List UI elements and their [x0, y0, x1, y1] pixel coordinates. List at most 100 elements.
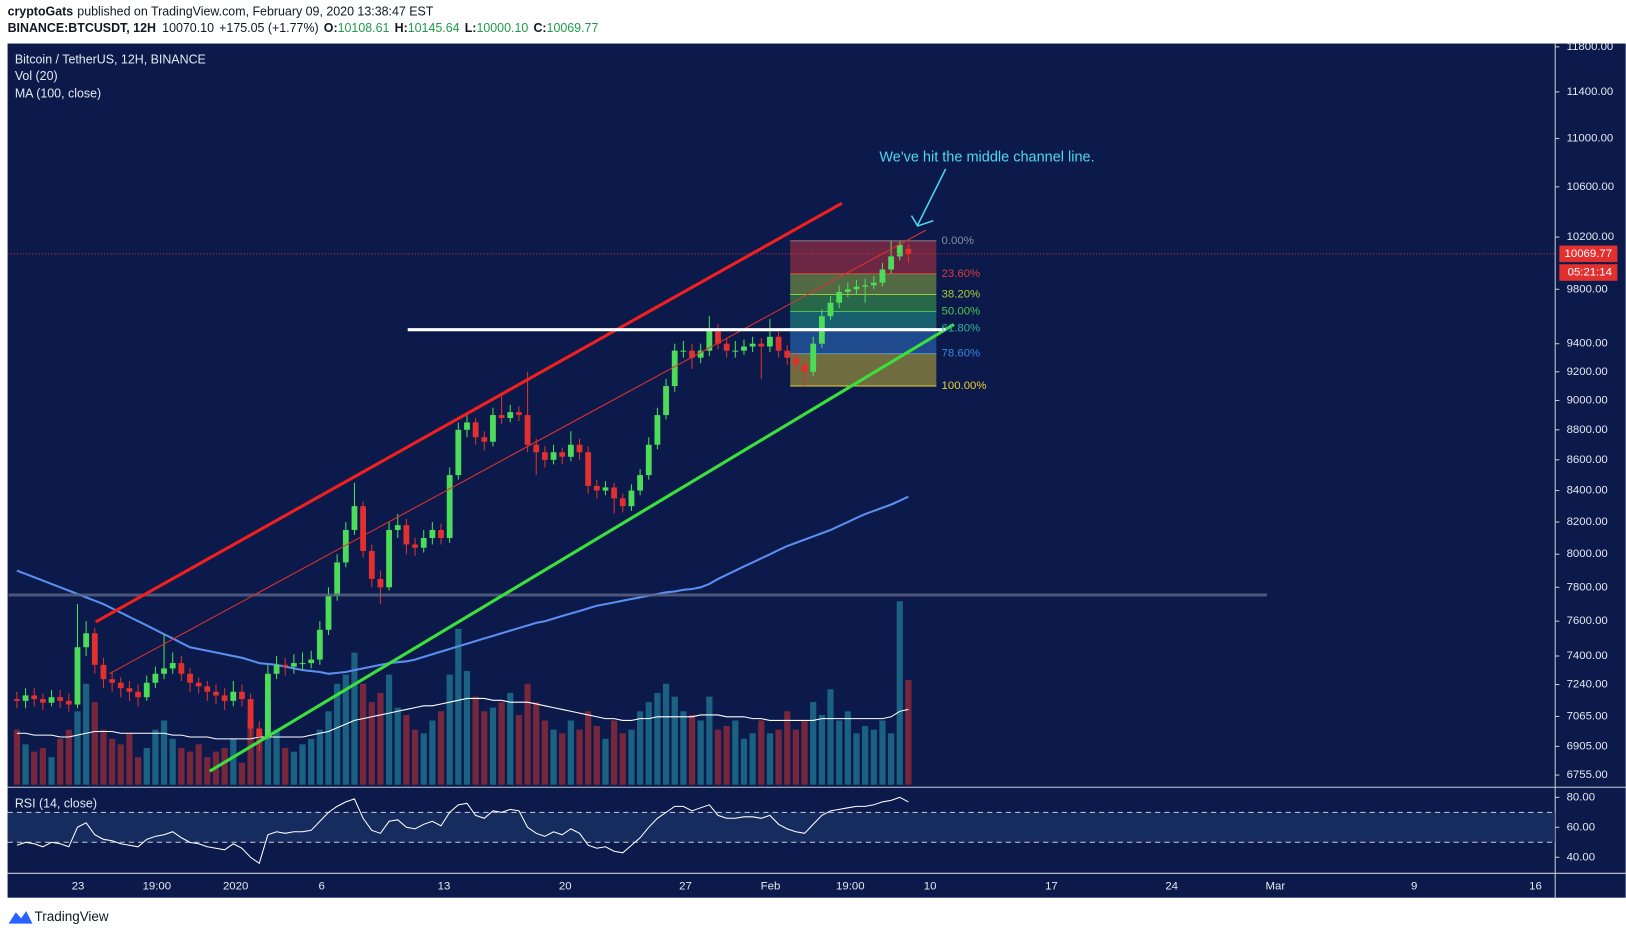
candle-body [213, 691, 219, 696]
candle-body [853, 286, 860, 290]
volume-bar [827, 689, 834, 785]
y-tick-label: 9400.00 [1567, 338, 1608, 350]
volume-bar [238, 762, 246, 785]
volume-bar [896, 601, 903, 785]
fib-zone [790, 240, 937, 274]
candle-body [239, 691, 245, 700]
candle-body [671, 350, 678, 387]
candle-body [135, 691, 141, 698]
candle-body [905, 248, 912, 254]
volume-bar [342, 674, 349, 785]
candle-body [161, 668, 167, 674]
volume-bar [169, 738, 176, 785]
y-tick-label: 6905.00 [1567, 740, 1608, 752]
candle-body [507, 412, 514, 418]
volume-bar [160, 720, 168, 785]
candle-body [412, 544, 418, 548]
countdown-tag [1559, 264, 1618, 281]
volume-bar [645, 702, 652, 785]
x-tick-label: 20 [559, 880, 572, 892]
volume-bar [394, 707, 401, 785]
fib-label: 61.80% [942, 323, 981, 335]
volume-bar [420, 733, 427, 785]
candle-body [100, 664, 107, 680]
volume-bar [264, 702, 272, 785]
volume-bar [256, 733, 263, 785]
volume-bar [619, 733, 626, 785]
footer-logo [8, 911, 33, 924]
candle-body [879, 269, 886, 283]
y-tick-label: 11800.00 [1567, 41, 1614, 53]
rsi-tick-label: 60.00 [1567, 821, 1596, 833]
candle-body [48, 697, 55, 703]
candle-body [481, 437, 488, 442]
ohlc-value: 10145.64 [408, 21, 460, 35]
candle-body [265, 673, 271, 737]
candle-body [472, 422, 479, 438]
fib-zone [790, 294, 937, 312]
volume-bar [533, 702, 540, 785]
candle-body [74, 647, 81, 705]
x-tick-label: 17 [1045, 880, 1058, 892]
candle-body [230, 691, 237, 701]
candle-body [723, 343, 730, 351]
x-tick-label: 19:00 [143, 880, 172, 892]
candle-body [195, 682, 202, 687]
ohlc-value: 10000.10 [476, 21, 528, 35]
volume-bar [723, 725, 730, 785]
candle-body [533, 444, 540, 453]
fib-label: 78.60% [942, 348, 981, 360]
volume-bar [628, 729, 635, 785]
candle-body [308, 659, 315, 664]
fib-zone [790, 311, 937, 329]
candle-body [438, 529, 444, 539]
candle-body [126, 688, 133, 692]
ohlc-key: L: [465, 21, 477, 35]
volume-bar [13, 729, 21, 785]
candle-body [325, 595, 332, 630]
volume-bar [706, 696, 713, 785]
volume-bar [853, 733, 860, 785]
indicator-label: RSI (14, close) [15, 797, 97, 811]
candle-body [152, 673, 159, 683]
volume-bar [593, 725, 600, 785]
fib-zone [790, 273, 937, 295]
volume-bar [905, 680, 912, 785]
volume-bar [455, 628, 462, 785]
candle-body [732, 350, 739, 352]
volume-bar [91, 702, 98, 785]
candle-body [498, 415, 505, 418]
fib-label: 100.00% [942, 380, 987, 392]
volume-bar [714, 729, 722, 785]
logo-icon [8, 911, 33, 924]
candle-body [637, 475, 643, 491]
candle-body [169, 663, 176, 669]
candle-body [429, 529, 436, 539]
candle-body [178, 663, 185, 674]
volume-bar [498, 702, 505, 785]
y-tick-label: 7240.00 [1567, 679, 1608, 691]
rsi-tick-label: 40.00 [1567, 851, 1596, 863]
candle-body [31, 695, 38, 700]
volume-bar [515, 714, 523, 785]
x-tick-label: Feb [761, 880, 781, 892]
volume-bar [325, 711, 332, 785]
volume-bar [299, 744, 306, 785]
fib-label: 0.00% [942, 235, 974, 247]
volume-bar [316, 729, 323, 785]
candle-body [290, 663, 297, 667]
candle-body [602, 487, 609, 491]
candle-body [567, 444, 574, 457]
volume-bar [308, 738, 315, 785]
volume-bar [334, 683, 341, 785]
volume-bar [887, 733, 895, 785]
x-tick-label: Mar [1266, 880, 1286, 892]
y-tick-label: 10600.00 [1567, 181, 1615, 193]
price-tag-label: 10069.77 [1565, 248, 1613, 260]
candle-body [810, 343, 817, 372]
volume-bar [559, 733, 566, 785]
volume-bar [472, 696, 479, 785]
volume-bar [48, 757, 55, 785]
published: published on TradingView.com, February 0… [77, 5, 434, 19]
